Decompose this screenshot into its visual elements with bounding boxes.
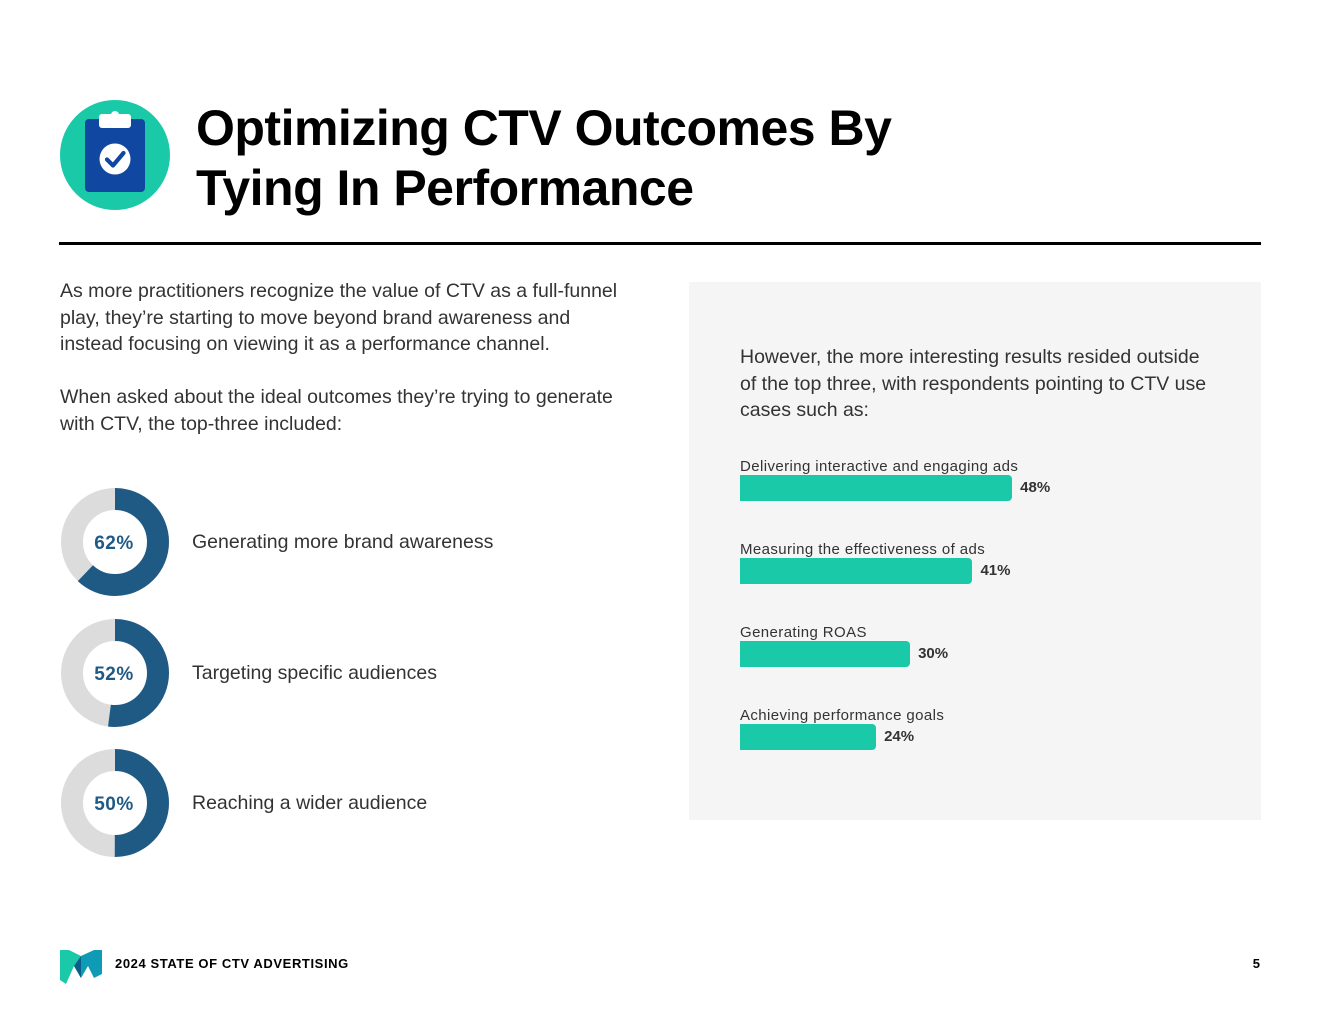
bar-item: Generating ROAS 30% — [740, 624, 1220, 684]
donut-percent: 62% — [94, 533, 134, 554]
title-line-2: Tying In Performance — [196, 160, 694, 216]
bar-item: Measuring the effectiveness of ads 41% — [740, 541, 1220, 601]
top-outcome-3: 50% Reaching a wider audience — [60, 748, 620, 858]
report-title: 2024 STATE OF CTV ADVERTISING — [115, 956, 349, 971]
donut-chart: 50% — [61, 749, 169, 857]
outcome-label: Reaching a wider audience — [192, 792, 428, 814]
bar-value-label: 48% — [1020, 479, 1051, 496]
bar-item: Achieving performance goals 24% — [740, 707, 1220, 767]
bar — [740, 724, 877, 750]
bar-item: Delivering interactive and engaging ads … — [740, 458, 1220, 518]
bar-value-label: 24% — [884, 728, 915, 745]
intro-paragraph-1: As more practitioners recognize the valu… — [60, 280, 618, 356]
use-cases-panel: However, the more interesting results re… — [689, 282, 1261, 820]
bar-category-label: Achieving performance goals — [740, 707, 945, 724]
page-title: Optimizing CTV Outcomes By Tying In Perf… — [196, 98, 892, 218]
bar-value-label: 41% — [980, 562, 1011, 579]
intro-text: As more practitioners recognize the valu… — [60, 278, 630, 438]
donut-arc — [61, 488, 169, 596]
outcome-label: Targeting specific audiences — [192, 662, 437, 684]
bar-category-label: Measuring the effectiveness of ads — [740, 541, 986, 558]
intro-paragraph-2: When asked about the ideal outcomes they… — [60, 386, 613, 435]
outcome-label: Generating more brand awareness — [192, 531, 494, 553]
bar — [740, 558, 973, 584]
donut-arc — [61, 749, 169, 857]
bar — [740, 641, 911, 667]
title-line-1: Optimizing CTV Outcomes By — [196, 100, 892, 156]
page-number: 5 — [1252, 956, 1260, 971]
header-divider — [59, 242, 1261, 245]
donut-percent: 52% — [94, 664, 134, 685]
top-outcome-1: 62% Generating more brand awareness — [60, 487, 620, 597]
donut-chart: 52% — [61, 619, 169, 727]
donut-percent: 50% — [94, 794, 134, 815]
donut-chart: 62% — [61, 488, 169, 596]
top-outcome-2: 52% Targeting specific audiences — [60, 618, 620, 728]
bar-category-label: Generating ROAS — [740, 624, 867, 641]
bar — [740, 475, 1013, 501]
donut-arc — [61, 619, 169, 727]
m-logo-icon — [60, 950, 102, 984]
clipboard-check-icon — [60, 100, 170, 210]
panel-intro: However, the more interesting results re… — [740, 346, 1207, 422]
bar-value-label: 30% — [918, 645, 949, 662]
bar-category-label: Delivering interactive and engaging ads — [740, 458, 1019, 475]
